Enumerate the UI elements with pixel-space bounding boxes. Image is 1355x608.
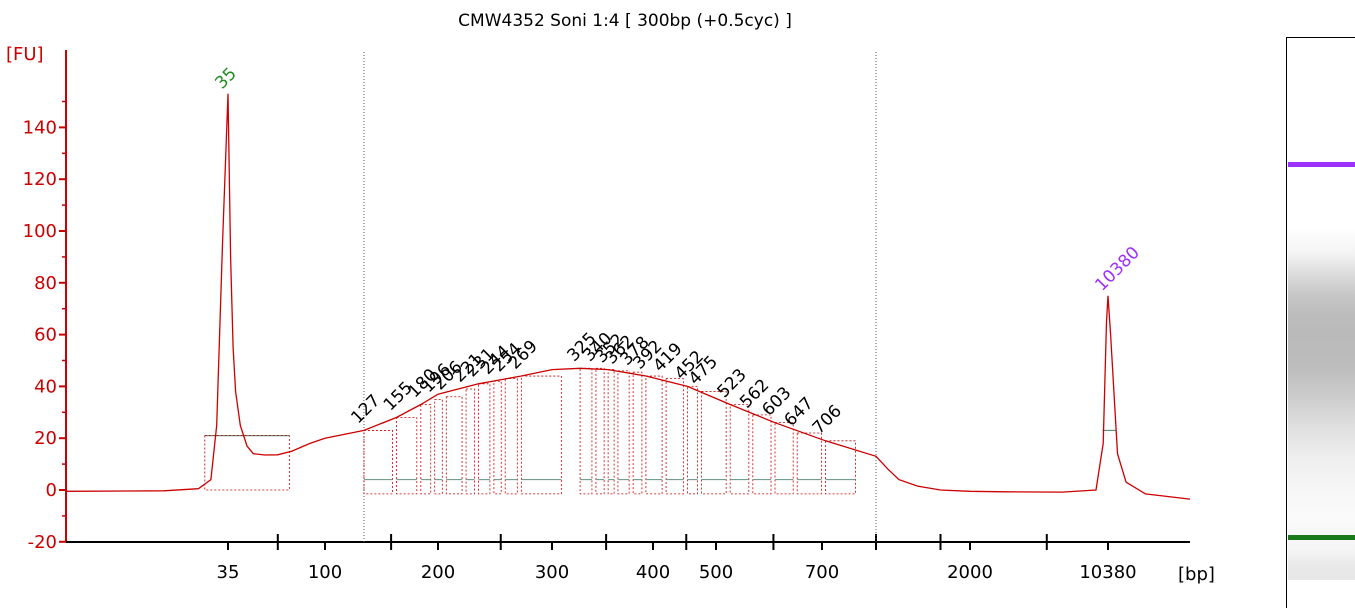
fragment-bin: [796, 432, 822, 495]
x-tick-label: 500: [699, 562, 733, 583]
fragment-bin: [701, 391, 727, 495]
y-tick-label: 100: [23, 221, 57, 242]
gel-lane: [1286, 37, 1355, 608]
y-tick-label: -20: [28, 532, 57, 553]
fragment-label: 127: [347, 391, 384, 428]
region-boundaries: [363, 52, 877, 542]
fragment-bin: [774, 422, 794, 495]
y-tick-label: 140: [23, 117, 57, 138]
chart-axes: -20 0 20 40 60 80 100 120 140 35 100 200 300 400 500 70…: [23, 50, 1190, 583]
fragment-bin: [504, 378, 518, 495]
upper-marker-band: [1288, 162, 1355, 167]
fragment-bin: [420, 404, 432, 495]
y-tick-label: 60: [34, 325, 57, 346]
x-tick-label: 400: [636, 562, 670, 583]
x-tick-label: 100: [308, 562, 342, 583]
x-tick-label: 200: [421, 562, 455, 583]
fragment-bin: [607, 369, 615, 495]
y-tick-label: 120: [23, 169, 57, 190]
fragment-bins: [204, 367, 1117, 495]
fragment-bin: [825, 440, 856, 495]
fragment-bin: [665, 378, 684, 495]
fragment-bin: [493, 380, 502, 495]
y-tick-label: 40: [34, 376, 57, 397]
x-tick-label: 35: [217, 562, 240, 583]
peak-label: 10380: [1091, 243, 1143, 295]
fragment-bin: [445, 396, 463, 495]
y-tick-label: 0: [46, 480, 57, 501]
x-tick-label: 700: [805, 562, 839, 583]
y-axis-label: [FU]: [6, 44, 44, 65]
fragment-bin: [579, 367, 593, 495]
fragment-bin: [434, 398, 443, 495]
trace-group: [65, 93, 1191, 500]
fragment-bin: [632, 371, 643, 495]
electropherogram-chart: CMW4352 Soni 1:4 [ 300bp (+0.5cyc) ] [FU…: [6, 11, 1215, 585]
fragment-bin: [687, 385, 698, 495]
fragment-bin: [520, 375, 562, 495]
chart-title: CMW4352 Soni 1:4 [ 300bp (+0.5cyc) ]: [458, 11, 792, 31]
x-axis-label: [bp]: [1178, 564, 1215, 585]
fragment-bin: [363, 430, 393, 495]
peak-label: 35: [211, 64, 240, 93]
fragment-bin: [465, 388, 475, 495]
fragment-bin: [396, 417, 418, 495]
x-tick-label: 300: [535, 562, 569, 583]
gel-smear: [1288, 38, 1355, 580]
x-tick-label: 10380: [1079, 562, 1136, 583]
fragment-bin: [645, 375, 663, 495]
fragment-bin: [595, 367, 605, 495]
y-tick-label: 80: [34, 273, 57, 294]
lower-marker-bin: [204, 435, 290, 491]
trace-line: [65, 93, 1191, 500]
y-tick-label: 20: [34, 428, 57, 449]
lower-marker-band: [1288, 535, 1355, 540]
fragment-bin: [729, 404, 750, 495]
fragment-bin: [617, 370, 630, 495]
x-tick-label: 2000: [947, 562, 993, 583]
fragment-bin: [478, 383, 491, 495]
fragment-bin: [752, 414, 772, 495]
